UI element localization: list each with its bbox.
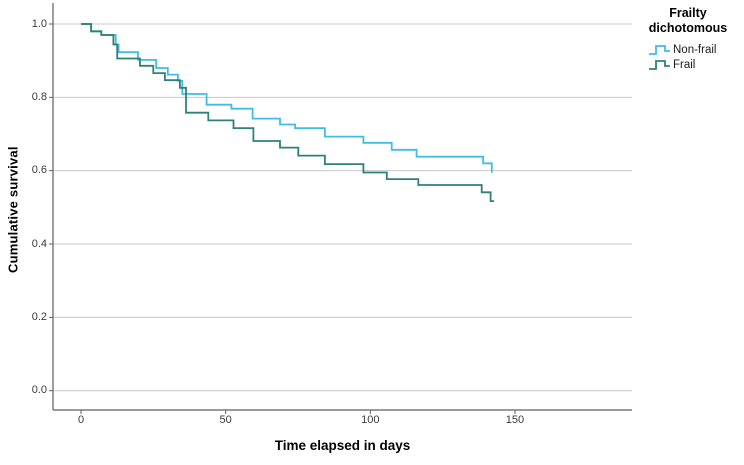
x-tick-label: 150	[505, 414, 525, 426]
legend-entries: Non-frail Frail	[632, 42, 744, 72]
legend: Frailty dichotomous Non-frail Frail	[632, 6, 744, 72]
series-line-non-frail	[81, 23, 493, 173]
x-tick-label: 50	[219, 414, 232, 426]
legend-entry-label: Non-frail	[673, 43, 717, 56]
y-axis-tick-labels: 1.0 0.8 0.6 0.4 0.2 0.0	[0, 0, 47, 465]
y-tick-label: 1.0	[31, 17, 47, 30]
y-tick-label: 0.0	[31, 384, 47, 397]
series-line-frail	[81, 23, 495, 202]
legend-entry-label: Frail	[673, 58, 696, 71]
legend-entry-non-frail: Non-frail	[648, 42, 744, 57]
legend-entry-frail: Frail	[648, 57, 744, 72]
x-axis-tick-labels: 0 50 100 150	[0, 414, 744, 430]
x-tick-label: 0	[77, 414, 85, 426]
y-tick-label: 0.4	[31, 237, 47, 250]
x-axis-title: Time elapsed in days	[274, 438, 411, 453]
y-tick-label: 0.8	[31, 90, 47, 103]
y-tick-label: 0.2	[31, 310, 47, 323]
legend-title: Frailty dichotomous	[648, 6, 728, 35]
step-line-icon	[649, 59, 670, 70]
x-tick-label: 100	[361, 414, 380, 426]
step-line-icon	[649, 44, 670, 55]
y-tick-label: 0.6	[31, 164, 47, 177]
